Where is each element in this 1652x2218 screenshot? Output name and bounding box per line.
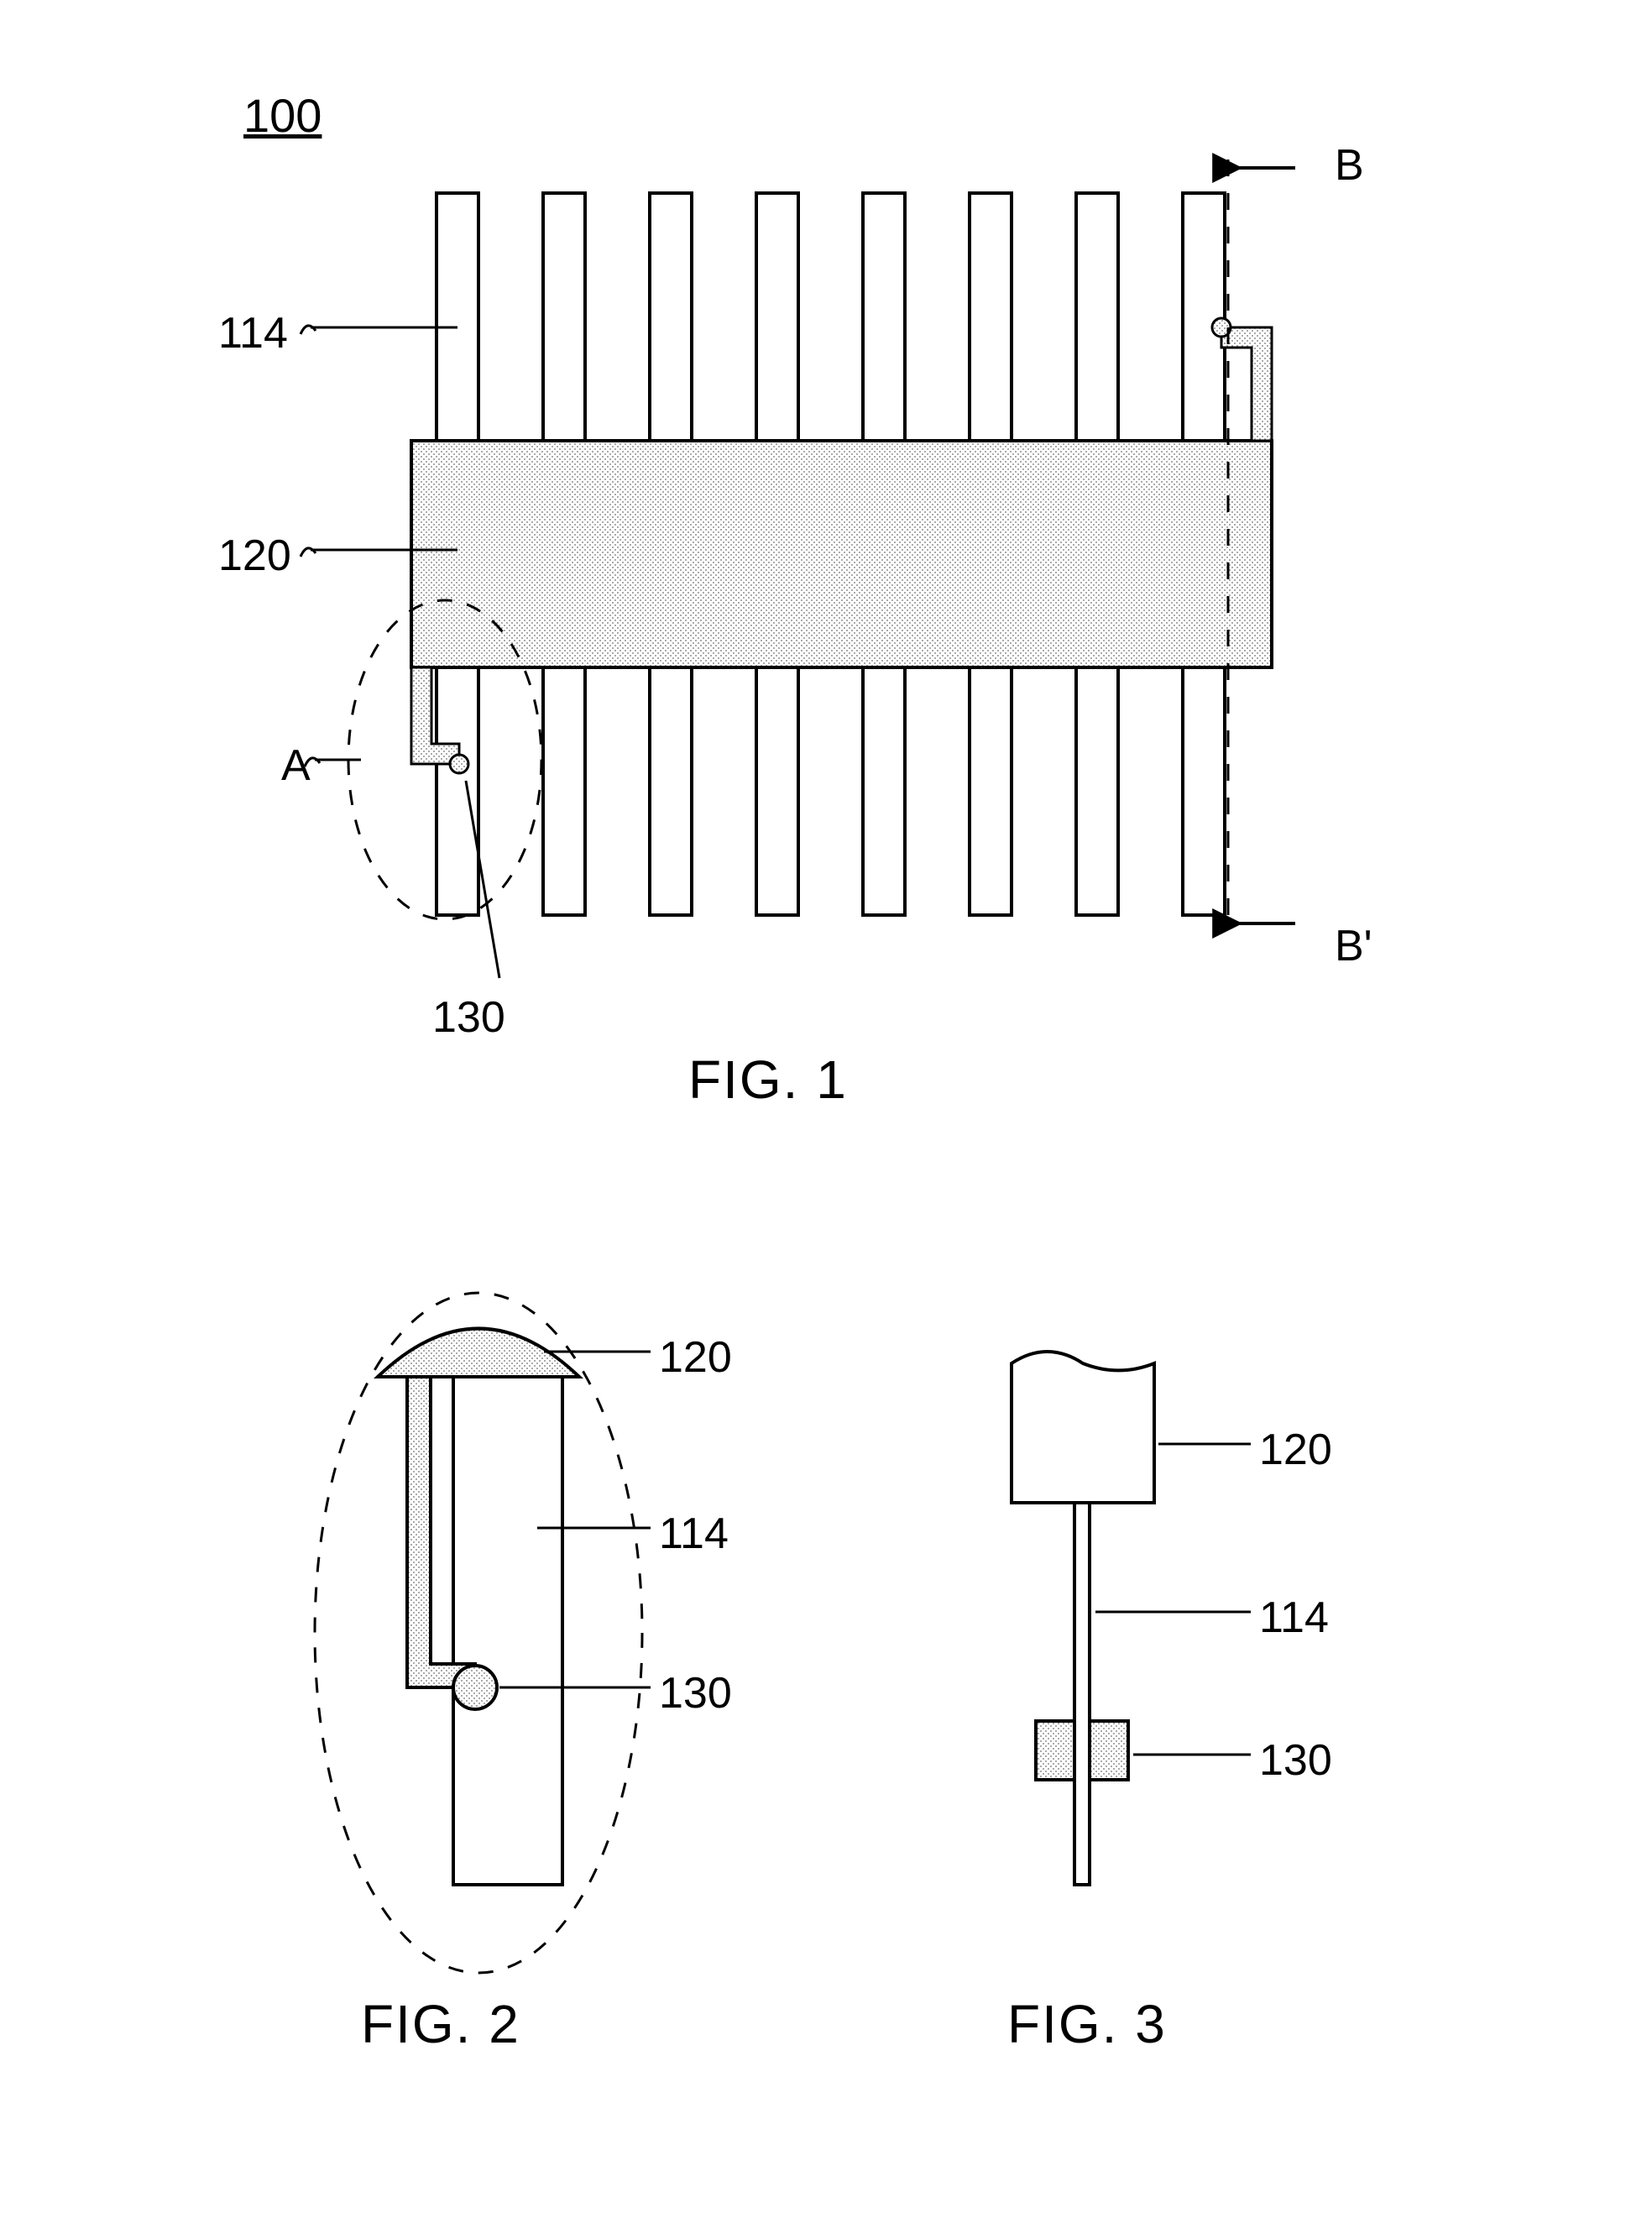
label-A: A <box>281 740 311 791</box>
label-120: 120 <box>659 1332 732 1383</box>
label-FIG. 1: FIG. 1 <box>688 1049 848 1111</box>
label-FIG. 2: FIG. 2 <box>361 1993 520 2055</box>
label-120: 120 <box>1259 1425 1332 1475</box>
label-B': B' <box>1335 921 1372 971</box>
label-B: B <box>1335 140 1364 191</box>
label-114: 114 <box>1259 1593 1329 1643</box>
label-FIG. 3: FIG. 3 <box>1007 1993 1167 2055</box>
label-120: 120 <box>218 531 291 581</box>
label-130: 130 <box>1259 1735 1332 1786</box>
figure-1 <box>301 160 1295 978</box>
figure-3 <box>1012 1352 1251 1885</box>
label-114: 114 <box>659 1509 729 1559</box>
figure-2 <box>315 1293 651 1973</box>
label-114: 114 <box>218 308 288 358</box>
label-100: 100 <box>243 88 322 143</box>
label-130: 130 <box>432 992 505 1043</box>
label-130: 130 <box>659 1668 732 1718</box>
